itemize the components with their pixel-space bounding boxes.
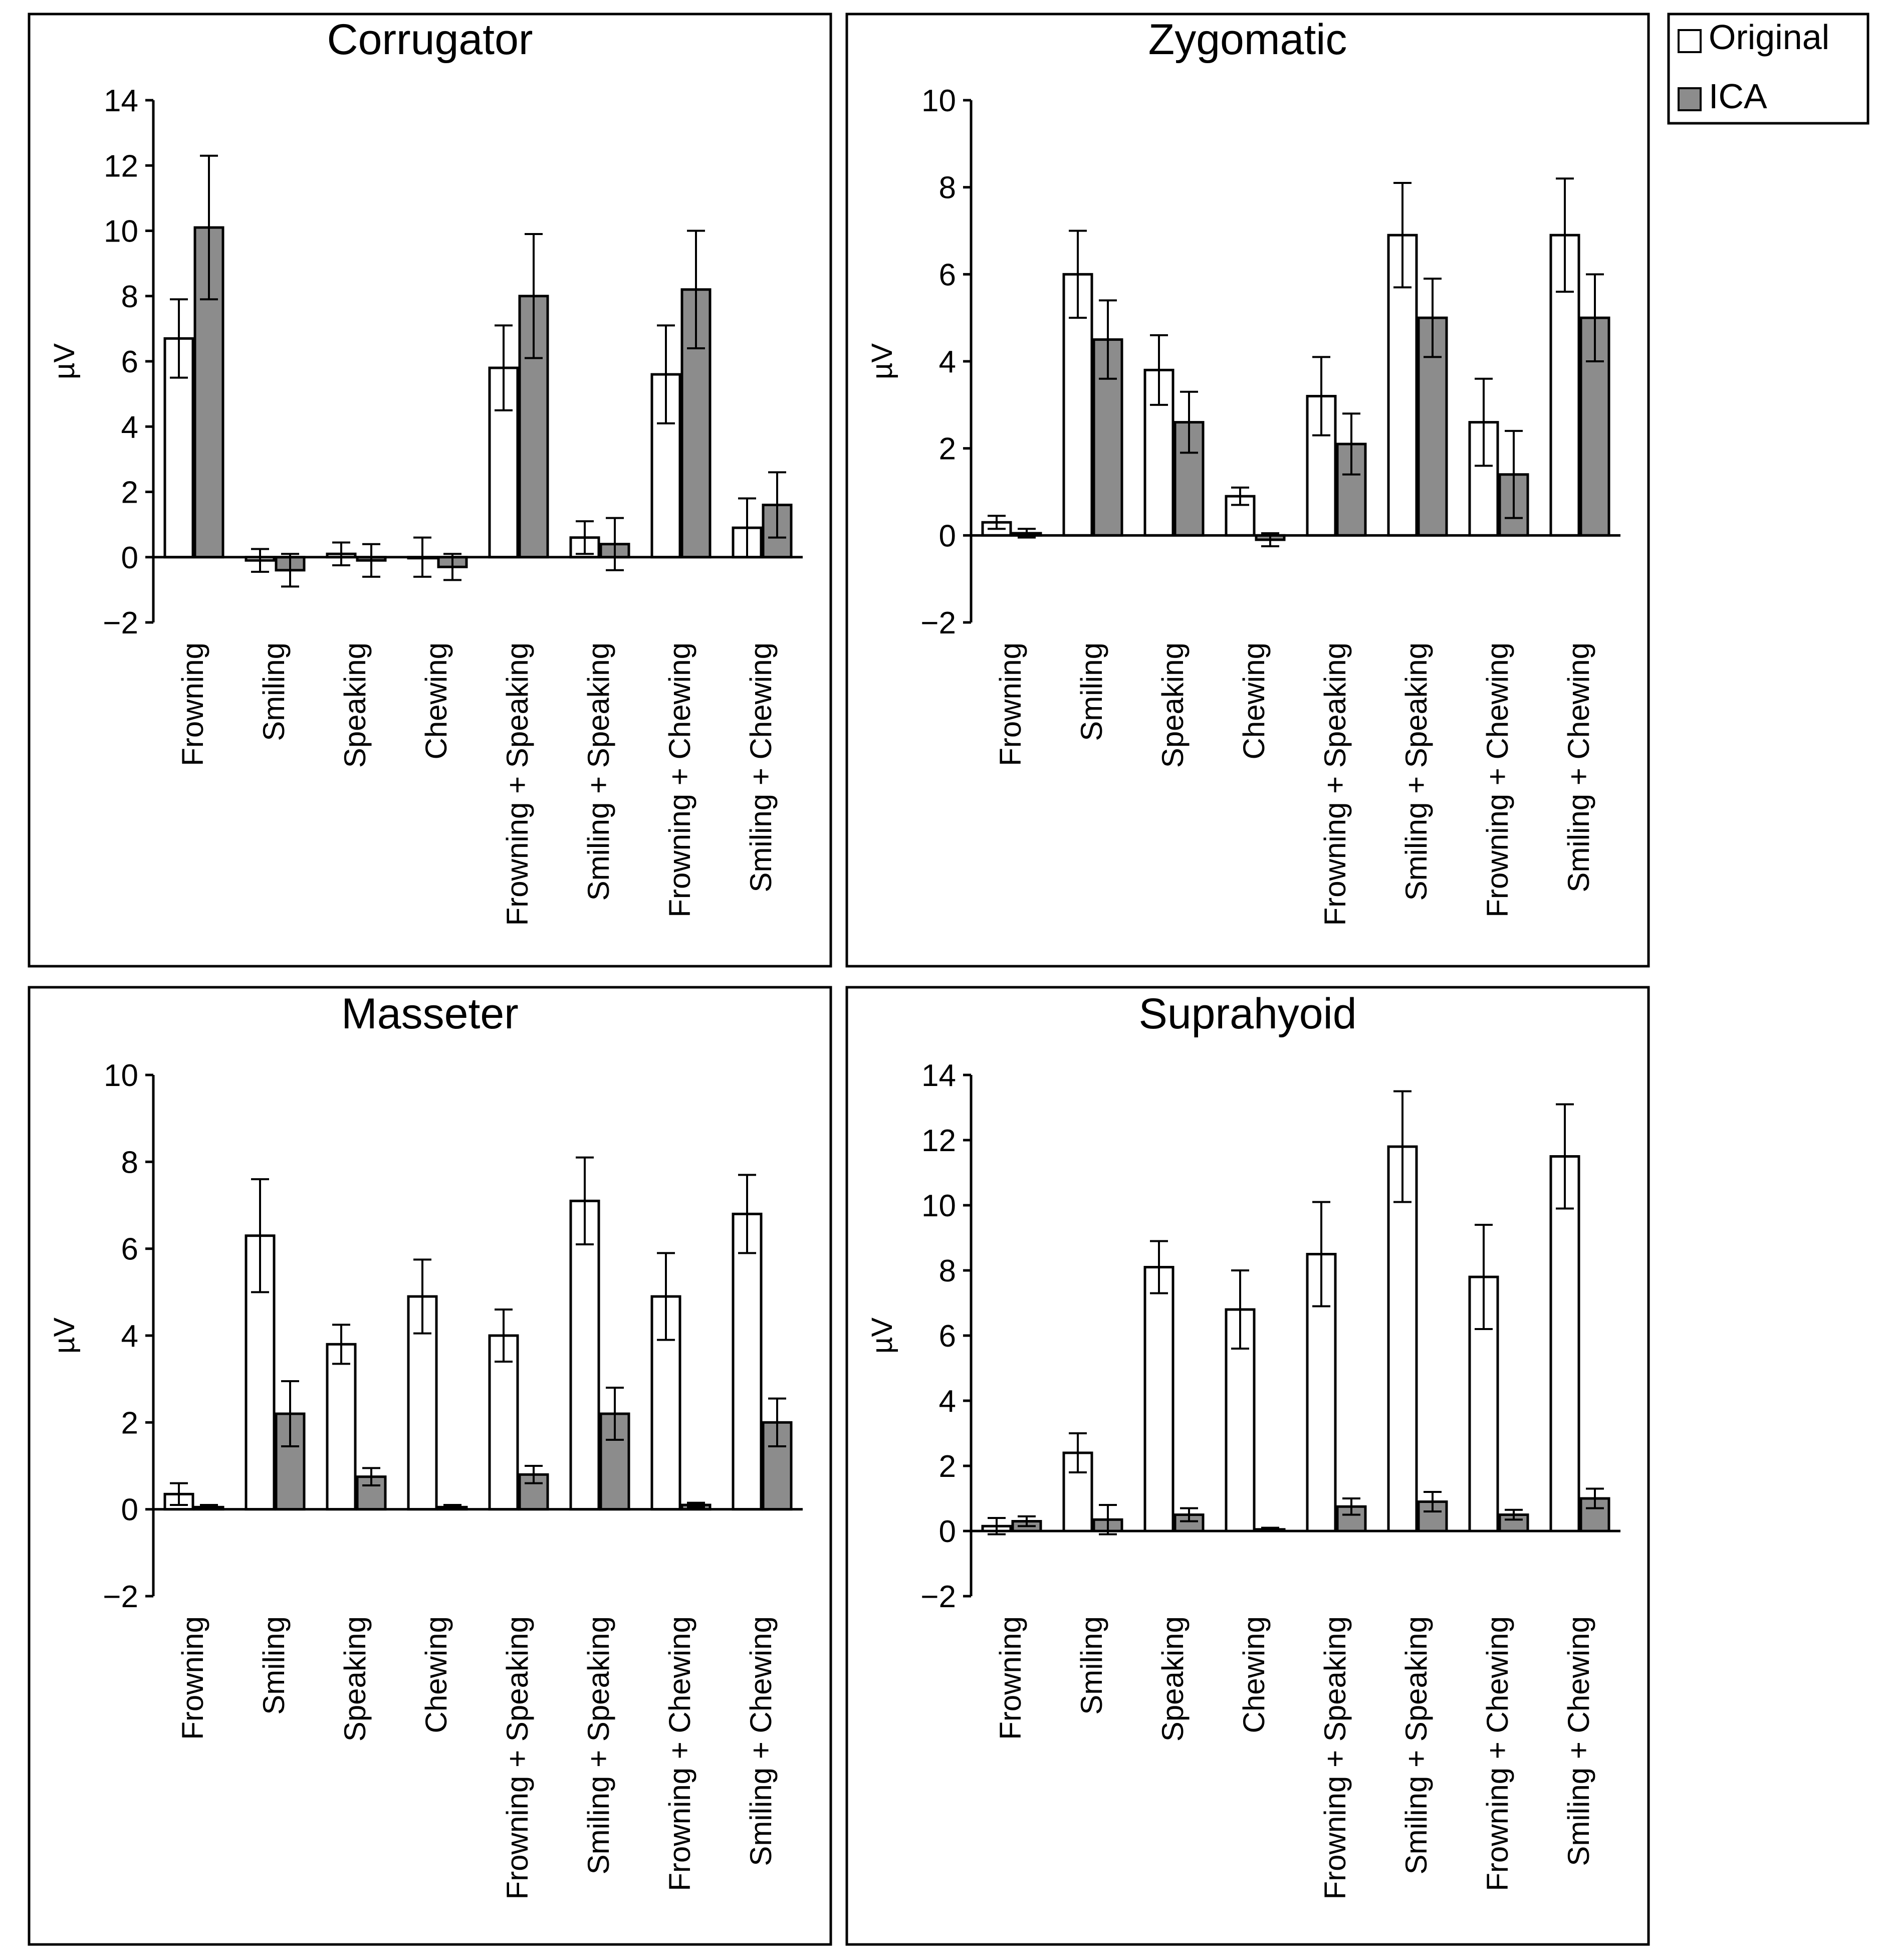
y-tick-label-suprahyoid: 8 [939, 1254, 956, 1288]
legend-swatch-ica [1678, 87, 1702, 111]
y-tick-label-zygomatic: 0 [939, 519, 956, 553]
chart-title-masseter: Masseter [341, 990, 519, 1038]
y-tick-label-masseter: −2 [103, 1580, 138, 1614]
chart-zygomatic: Zygomatic µV 10 8 6 4 2 0 −2 Frowning Smiling Speak… [866, 16, 1620, 926]
y-axis-label-suprahyoid: µV [866, 1318, 898, 1354]
x-tick-label-suprahyoid: Smiling [1075, 1616, 1108, 1715]
y-axis-label-masseter: µV [48, 1318, 81, 1354]
panel-frame-zygomatic [845, 13, 1650, 968]
y-tick-label-corrugator: 12 [104, 149, 138, 183]
y-tick-label-masseter: 10 [104, 1058, 138, 1093]
y-tick-label-zygomatic: −2 [920, 606, 956, 640]
y-tick-label-masseter: 0 [121, 1493, 138, 1528]
x-tick-label-corrugator: Smiling [257, 642, 291, 741]
y-tick-label-masseter: 8 [121, 1145, 138, 1180]
legend-box [1667, 13, 1869, 125]
bar-suprahyoid-original [1549, 1155, 1580, 1533]
y-tick-label-suprahyoid: 6 [939, 1319, 956, 1354]
chart-title-zygomatic: Zygomatic [1148, 16, 1347, 64]
y-tick-label-masseter: 4 [121, 1319, 138, 1354]
panel-frame-masseter [28, 986, 832, 1946]
x-tick-label-corrugator: Smiling + Chewing [744, 642, 778, 893]
chart-masseter: Masseter µV 10 8 6 4 2 0 −2 Frowning Smiling Speaki… [48, 990, 803, 1899]
y-tick-label-corrugator: 8 [121, 280, 138, 314]
x-tick-label-suprahyoid: Smiling + Speaking [1399, 1616, 1433, 1874]
y-tick-label-corrugator: 4 [121, 410, 138, 445]
x-tick-label-masseter: Chewing [419, 1616, 453, 1733]
bar-masseter-original [326, 1343, 357, 1511]
chart-title-corrugator: Corrugator [327, 16, 533, 64]
x-tick-label-masseter: Frowning + Chewing [663, 1616, 696, 1891]
y-tick-label-corrugator: 14 [104, 84, 138, 118]
x-tick-label-corrugator: Frowning + Speaking [501, 642, 534, 926]
x-tick-label-zygomatic: Frowning + Speaking [1318, 642, 1352, 926]
x-tick-label-corrugator: Speaking [338, 642, 372, 768]
x-tick-label-suprahyoid: Frowning + Speaking [1318, 1616, 1352, 1899]
legend-swatch-original [1678, 29, 1702, 53]
legend-label-original: Original [1709, 18, 1829, 57]
y-tick-label-zygomatic: 2 [939, 432, 956, 467]
x-tick-label-masseter: Smiling [257, 1616, 291, 1715]
x-tick-label-masseter: Frowning [176, 1616, 209, 1740]
y-tick-label-corrugator: 2 [121, 476, 138, 510]
y-tick-label-suprahyoid: 2 [939, 1449, 956, 1484]
x-tick-label-suprahyoid: Chewing [1237, 1616, 1271, 1733]
x-tick-label-masseter: Smiling + Speaking [582, 1616, 615, 1874]
y-axis-label-zygomatic: µV [866, 343, 898, 379]
legend: Original ICA [1667, 13, 1869, 125]
x-tick-label-suprahyoid: Smiling + Chewing [1562, 1616, 1595, 1866]
y-tick-label-zygomatic: 8 [939, 171, 956, 205]
x-tick-label-zygomatic: Smiling + Chewing [1562, 642, 1595, 893]
x-tick-label-corrugator: Frowning [176, 642, 209, 766]
panel-frame-suprahyoid [845, 986, 1650, 1946]
bar-suprahyoid-original [1468, 1275, 1499, 1533]
bar-zygomatic-original [1306, 394, 1337, 537]
bar-masseter-original [732, 1212, 763, 1511]
chart-suprahyoid: Suprahyoid µV 14 12 10 8 6 4 2 0 −2 Frowning Smiling… [866, 990, 1620, 1899]
x-tick-label-corrugator: Smiling + Speaking [582, 642, 615, 901]
chart-title-suprahyoid: Suprahyoid [1138, 990, 1356, 1038]
y-tick-label-corrugator: −2 [103, 606, 138, 640]
x-tick-label-masseter: Speaking [338, 1616, 372, 1741]
y-tick-label-suprahyoid: 12 [921, 1124, 956, 1158]
x-tick-label-corrugator: Chewing [419, 642, 453, 759]
x-tick-label-suprahyoid: Speaking [1156, 1616, 1190, 1741]
bar-masseter-original [569, 1199, 600, 1511]
y-tick-label-zygomatic: 10 [921, 84, 956, 118]
x-tick-label-zygomatic: Speaking [1156, 642, 1190, 768]
panel-frame-corrugator [28, 13, 832, 968]
y-tick-label-suprahyoid: 0 [939, 1514, 956, 1549]
y-tick-label-zygomatic: 6 [939, 258, 956, 292]
x-tick-label-zygomatic: Smiling + Speaking [1399, 642, 1433, 901]
y-tick-label-masseter: 6 [121, 1232, 138, 1267]
y-tick-label-corrugator: 10 [104, 214, 138, 249]
bar-suprahyoid-original [1143, 1266, 1175, 1533]
y-tick-label-suprahyoid: 14 [921, 1058, 956, 1093]
chart-corrugator: Corrugator µV 14 12 10 8 6 4 2 0 −2 Frowning Smiling… [48, 16, 803, 926]
y-tick-label-zygomatic: 4 [939, 345, 956, 379]
y-axis-label-corrugator: µV [48, 343, 81, 379]
x-tick-label-zygomatic: Frowning + Chewing [1481, 642, 1514, 918]
y-tick-label-suprahyoid: 10 [921, 1189, 956, 1223]
y-tick-label-suprahyoid: −2 [920, 1580, 956, 1614]
x-tick-label-masseter: Smiling + Chewing [744, 1616, 778, 1866]
y-tick-label-corrugator: 6 [121, 345, 138, 379]
x-tick-label-zygomatic: Frowning [994, 642, 1027, 766]
y-tick-label-suprahyoid: 4 [939, 1384, 956, 1419]
x-tick-label-suprahyoid: Frowning [994, 1616, 1027, 1740]
bar-suprahyoid-original [1387, 1145, 1418, 1533]
x-tick-label-suprahyoid: Frowning + Chewing [1481, 1616, 1514, 1891]
x-tick-label-zygomatic: Chewing [1237, 642, 1271, 759]
y-tick-label-masseter: 2 [121, 1406, 138, 1440]
x-tick-label-masseter: Frowning + Speaking [501, 1616, 534, 1899]
x-tick-label-corrugator: Frowning + Chewing [663, 642, 696, 918]
legend-label-ica: ICA [1709, 77, 1767, 116]
x-tick-label-zygomatic: Smiling [1075, 642, 1108, 741]
y-tick-label-corrugator: 0 [121, 541, 138, 575]
